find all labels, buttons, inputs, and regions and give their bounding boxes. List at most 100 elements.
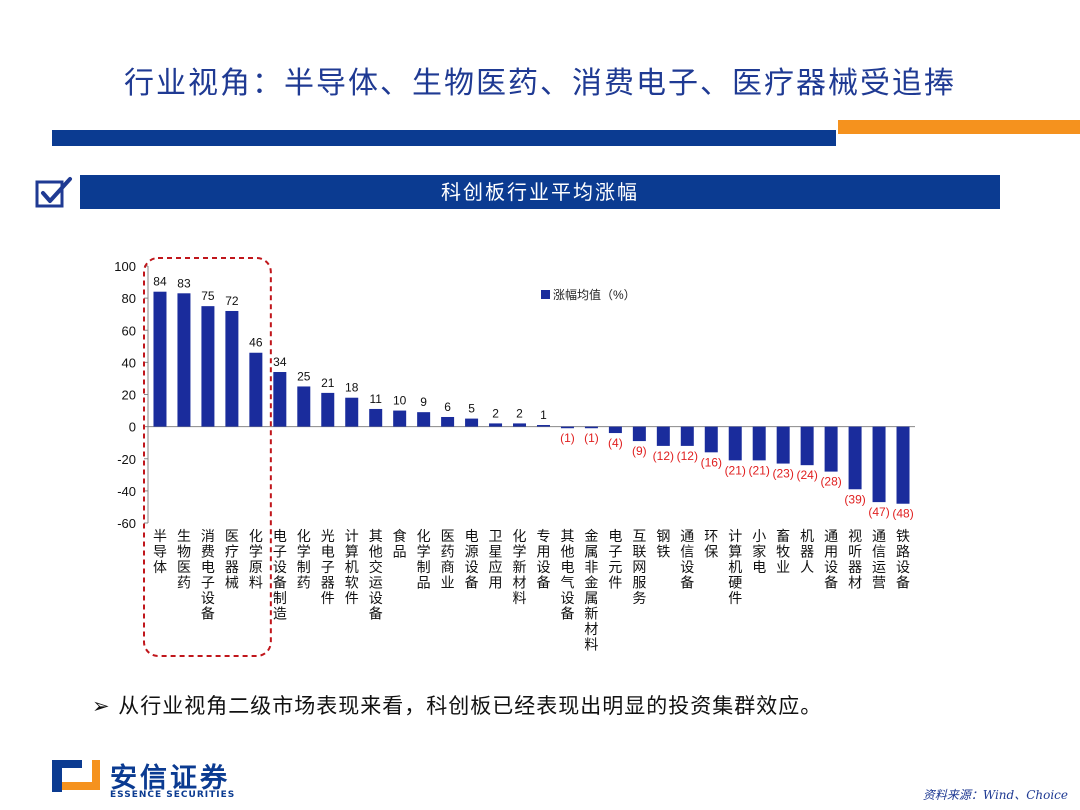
data-label: 75 [201,289,215,303]
bar [465,418,479,427]
data-label: 34 [273,355,287,369]
bar [560,426,574,429]
bullet-text: 从行业视角二级市场表现来看，科创板已经表现出明显的投资集群效应。 [118,694,823,718]
bar [417,412,431,427]
category-labels: 半导体生物医药消费电子设备医疗器械化学原料电子设备制造化学制药光电子器件计算机软… [153,528,910,653]
data-label: (21) [749,463,770,477]
bar [177,293,191,427]
data-label: (39) [844,492,865,506]
data-label: 21 [321,376,335,390]
section-header: 科创板行业平均涨幅 [80,175,1000,209]
category-label: 金属非金属新材料 [584,528,598,653]
category-label: 畜牧业 [776,528,790,575]
bar [489,423,503,427]
category-label: 生物医药 [177,528,191,591]
legend-swatch [541,290,550,299]
title-underline-blue [52,130,836,146]
data-label: (9) [632,444,647,458]
bar [776,426,790,464]
y-tick-label: 20 [122,388,136,403]
category-label: 卫星应用 [489,528,503,591]
data-label: 72 [225,294,239,308]
bullet-marker: ➢ [92,694,111,718]
y-tick-label: -60 [117,516,136,531]
bar [297,386,311,427]
slide-title: 行业视角：半导体、生物医药、消费电子、医疗器械受追捧 [124,66,956,101]
data-label: 10 [393,394,407,408]
bar [393,410,407,427]
data-label: (16) [701,455,722,469]
bar [848,426,862,490]
category-label: 化学新材料 [513,528,527,606]
category-label: 电子元件 [608,528,622,591]
category-label: 计算机硬件 [728,528,742,606]
legend-label: 涨幅均值（%） [553,287,636,302]
category-label: 专用设备 [536,528,550,591]
category-label: 其他电气设备 [560,528,574,622]
category-label: 通用设备 [824,528,838,591]
category-label: 电源设备 [465,528,479,591]
category-label: 半导体 [153,528,167,575]
bar [800,426,814,466]
bar [752,426,766,461]
source-note: 资料来源：Wind、Choice [922,788,1068,802]
category-label: 化学制品 [417,528,431,591]
data-label: (1) [560,431,575,445]
category-label: 通信设备 [680,528,694,591]
category-label: 钢铁 [656,528,670,560]
y-tick-label: 0 [129,420,136,435]
data-label: 25 [297,369,311,383]
data-label: 2 [516,406,523,420]
category-label: 消费电子设备 [201,528,215,622]
bar [872,426,886,503]
data-label: (23) [773,467,794,481]
bar [824,426,838,472]
bar [273,372,287,427]
category-label: 化学制药 [297,528,311,591]
data-label: (1) [584,431,599,445]
bar [369,408,383,427]
bar [153,291,167,427]
category-label: 环保 [704,528,718,560]
bar [680,426,694,446]
y-tick-label: 100 [114,259,136,274]
category-label: 其他交运设备 [369,528,383,622]
y-tick-label: 60 [122,323,136,338]
data-label: (48) [892,507,913,521]
data-label: 9 [420,395,427,409]
company-name: 安信证券 [110,763,230,794]
category-label: 通信运营 [872,528,886,591]
bar [584,426,598,429]
bar [704,426,718,453]
legend: 涨幅均值（%） [541,287,636,302]
data-label: (12) [677,449,698,463]
data-label: (4) [608,436,623,450]
y-tick-label: 80 [122,291,136,306]
y-tick-label: -20 [117,452,136,467]
bar [728,426,742,461]
checkbox-check-icon [35,177,72,208]
data-label: 5 [468,402,475,416]
data-label: 46 [249,336,263,350]
bar [656,426,670,446]
data-label: (21) [725,463,746,477]
bar [536,425,550,427]
y-tick-label: -40 [117,484,136,499]
data-label: 6 [444,400,451,414]
company-logo-icon [52,760,100,792]
data-label: 11 [369,392,382,406]
bullet-point: ➢ 从行业视角二级市场表现来看，科创板已经表现出明显的投资集群效应。 [92,690,822,720]
category-label: 医药商业 [441,528,455,591]
y-tick-label: 40 [122,355,136,370]
highlight-box [143,257,272,657]
bar [608,426,622,434]
data-label: 2 [492,406,499,420]
category-label: 食品 [393,528,407,560]
bar [441,416,455,427]
bar [321,392,335,427]
data-label: 1 [540,408,547,422]
data-label: (47) [868,505,889,519]
category-label: 计算机软件 [345,528,359,606]
data-label: 83 [177,276,191,290]
